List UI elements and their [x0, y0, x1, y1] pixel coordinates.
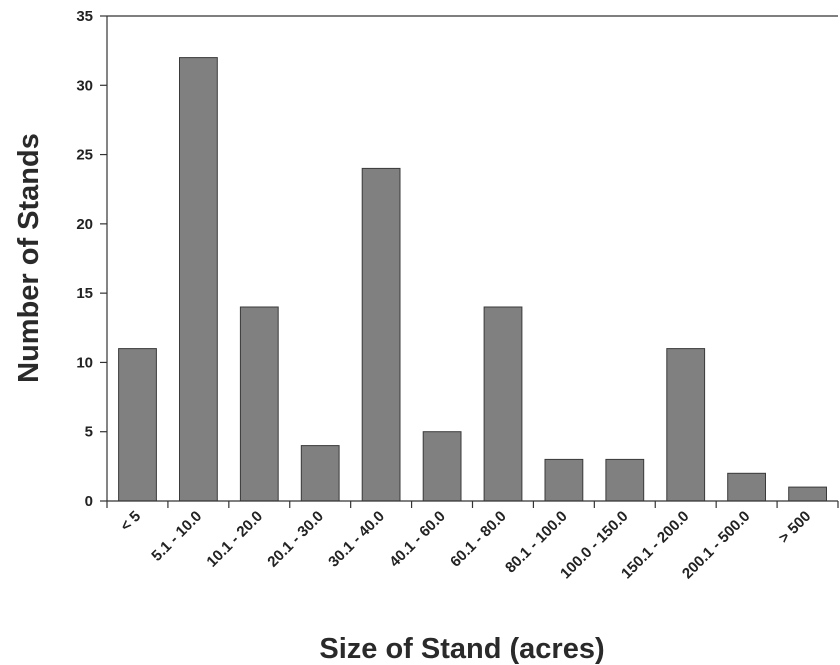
x-tick-label: 10.1 - 20.0 [203, 508, 266, 571]
bars-group [118, 57, 828, 502]
x-axis-title: Size of Stand (acres) [319, 633, 604, 665]
bar [300, 445, 340, 502]
x-tick-label: 20.1 - 30.0 [264, 508, 327, 571]
y-tick-label: 10 [76, 354, 93, 371]
y-tick-label: 15 [76, 285, 93, 302]
y-tick-label: 30 [76, 77, 93, 94]
bar [422, 431, 462, 502]
y-tick-label: 20 [76, 216, 93, 233]
bar [788, 486, 828, 502]
x-tick-label: > 500 [776, 508, 815, 547]
bar [361, 167, 401, 502]
x-axis: < 5 5.1 - 10.010.1 - 20.020.1 - 30.030.1 … [106, 500, 839, 582]
bar [239, 306, 279, 502]
y-tick-label: 5 [85, 424, 93, 441]
bar [727, 472, 767, 502]
x-tick-label: 60.1 - 80.0 [447, 508, 510, 571]
x-tick-label: 30.1 - 40.0 [325, 508, 388, 571]
y-tick-label: 0 [85, 493, 93, 510]
x-tick-label: 40.1 - 60.0 [386, 508, 449, 571]
x-tick-label: < 5 [117, 508, 144, 535]
bar [605, 458, 645, 502]
y-tick-label: 35 [76, 8, 93, 25]
y-tick-label: 25 [76, 147, 93, 164]
bar [483, 306, 523, 502]
x-tick-label: 5.1 - 10.0 [148, 508, 205, 565]
y-axis-title: Number of Stands [13, 133, 45, 383]
bar [179, 57, 218, 502]
bar [544, 458, 584, 502]
y-axis: 0 5 10 15 20 25 30 35 [76, 8, 108, 510]
bar [118, 348, 157, 502]
bar [666, 348, 706, 502]
